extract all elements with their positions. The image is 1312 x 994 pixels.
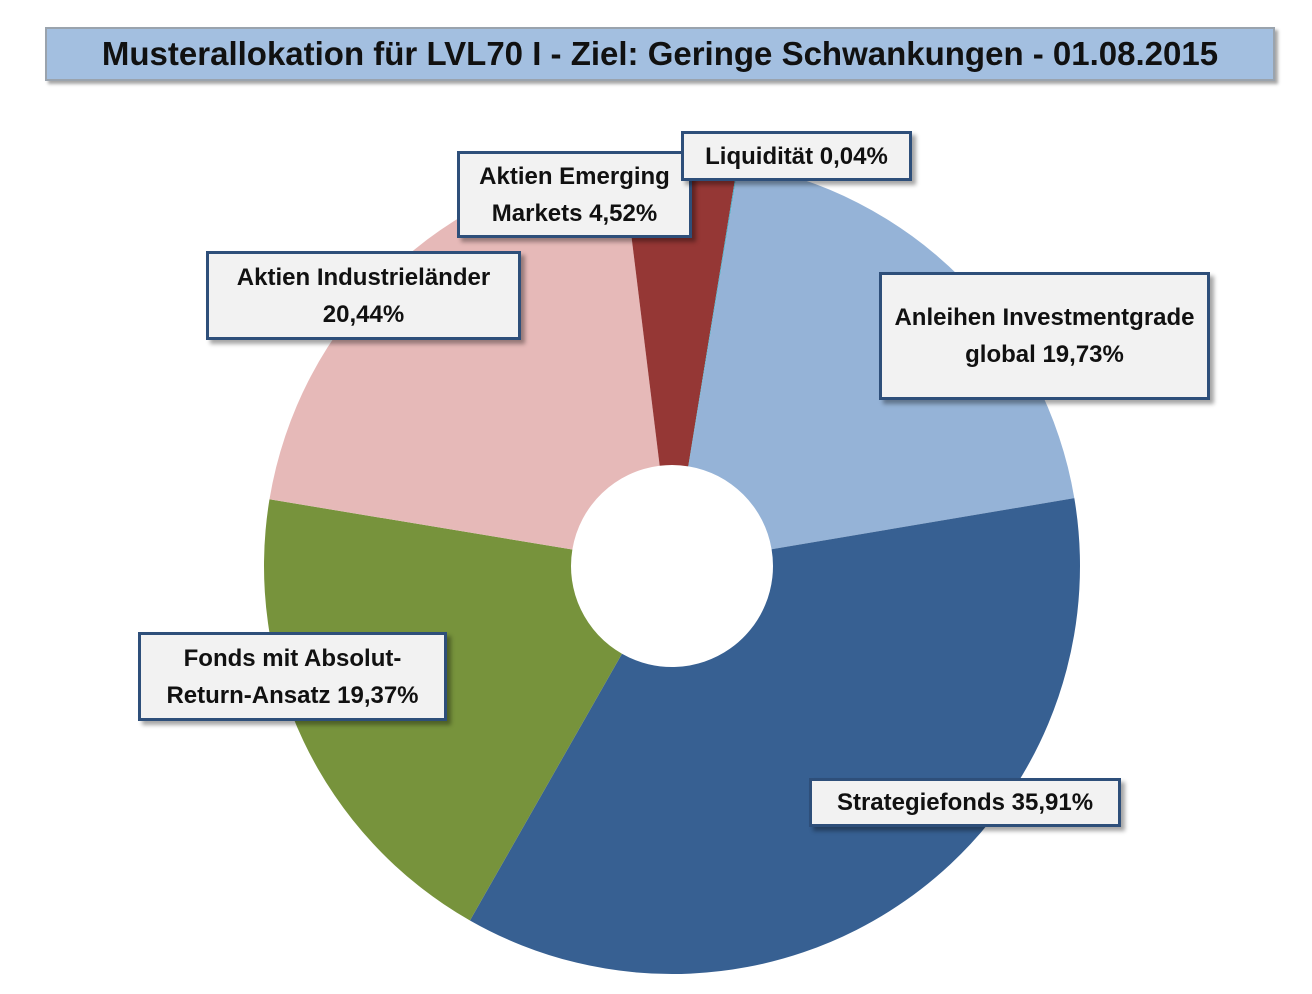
data-label-anleihen: Anleihen Investmentgrade global 19,73%	[879, 272, 1210, 400]
data-label-absolut-return: Fonds mit Absolut-Return-Ansatz 19,37%	[138, 632, 447, 721]
slice-strategiefonds	[469, 498, 1080, 975]
data-label-aktien-industrielaender: Aktien Industrieländer 20,44%	[206, 251, 521, 340]
data-label-strategiefonds: Strategiefonds 35,91%	[809, 778, 1121, 827]
slice-liquidit-t	[688, 163, 739, 467]
slice-aktien-industriel-nder	[269, 161, 660, 550]
chart-title: Musterallokation für LVL70 I - Ziel: Ger…	[45, 27, 1275, 81]
data-label-liquiditaet: Liquidität 0,04%	[681, 131, 912, 181]
data-label-aktien-emerging-markets: Aktien Emerging Markets 4,52%	[457, 151, 692, 238]
